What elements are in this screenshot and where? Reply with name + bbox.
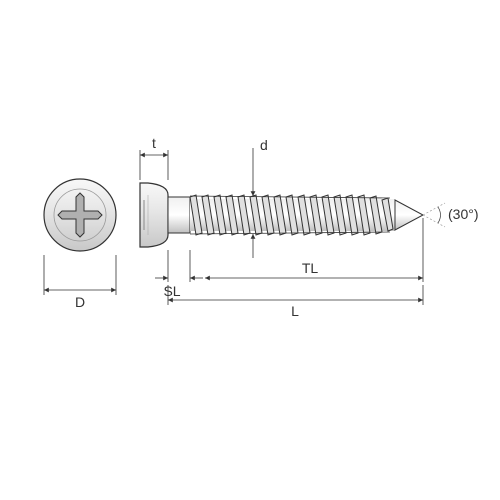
threads	[190, 195, 393, 235]
label-d: d	[260, 137, 268, 153]
screw-side-view	[140, 183, 423, 247]
head-front-view	[44, 179, 116, 251]
screw-diagram: D	[0, 0, 500, 500]
label-L: L	[291, 303, 299, 319]
label-TL: TL	[302, 260, 319, 276]
dimension-SL: SL	[155, 250, 203, 299]
dimension-angle: (30°)	[423, 203, 479, 227]
dimension-t: t	[140, 135, 168, 180]
dimension-D: D	[44, 255, 116, 310]
label-D: D	[75, 294, 85, 310]
label-t: t	[152, 135, 156, 151]
dimension-L: L	[168, 285, 423, 319]
label-SL: SL	[163, 283, 180, 299]
label-angle: (30°)	[448, 206, 479, 222]
